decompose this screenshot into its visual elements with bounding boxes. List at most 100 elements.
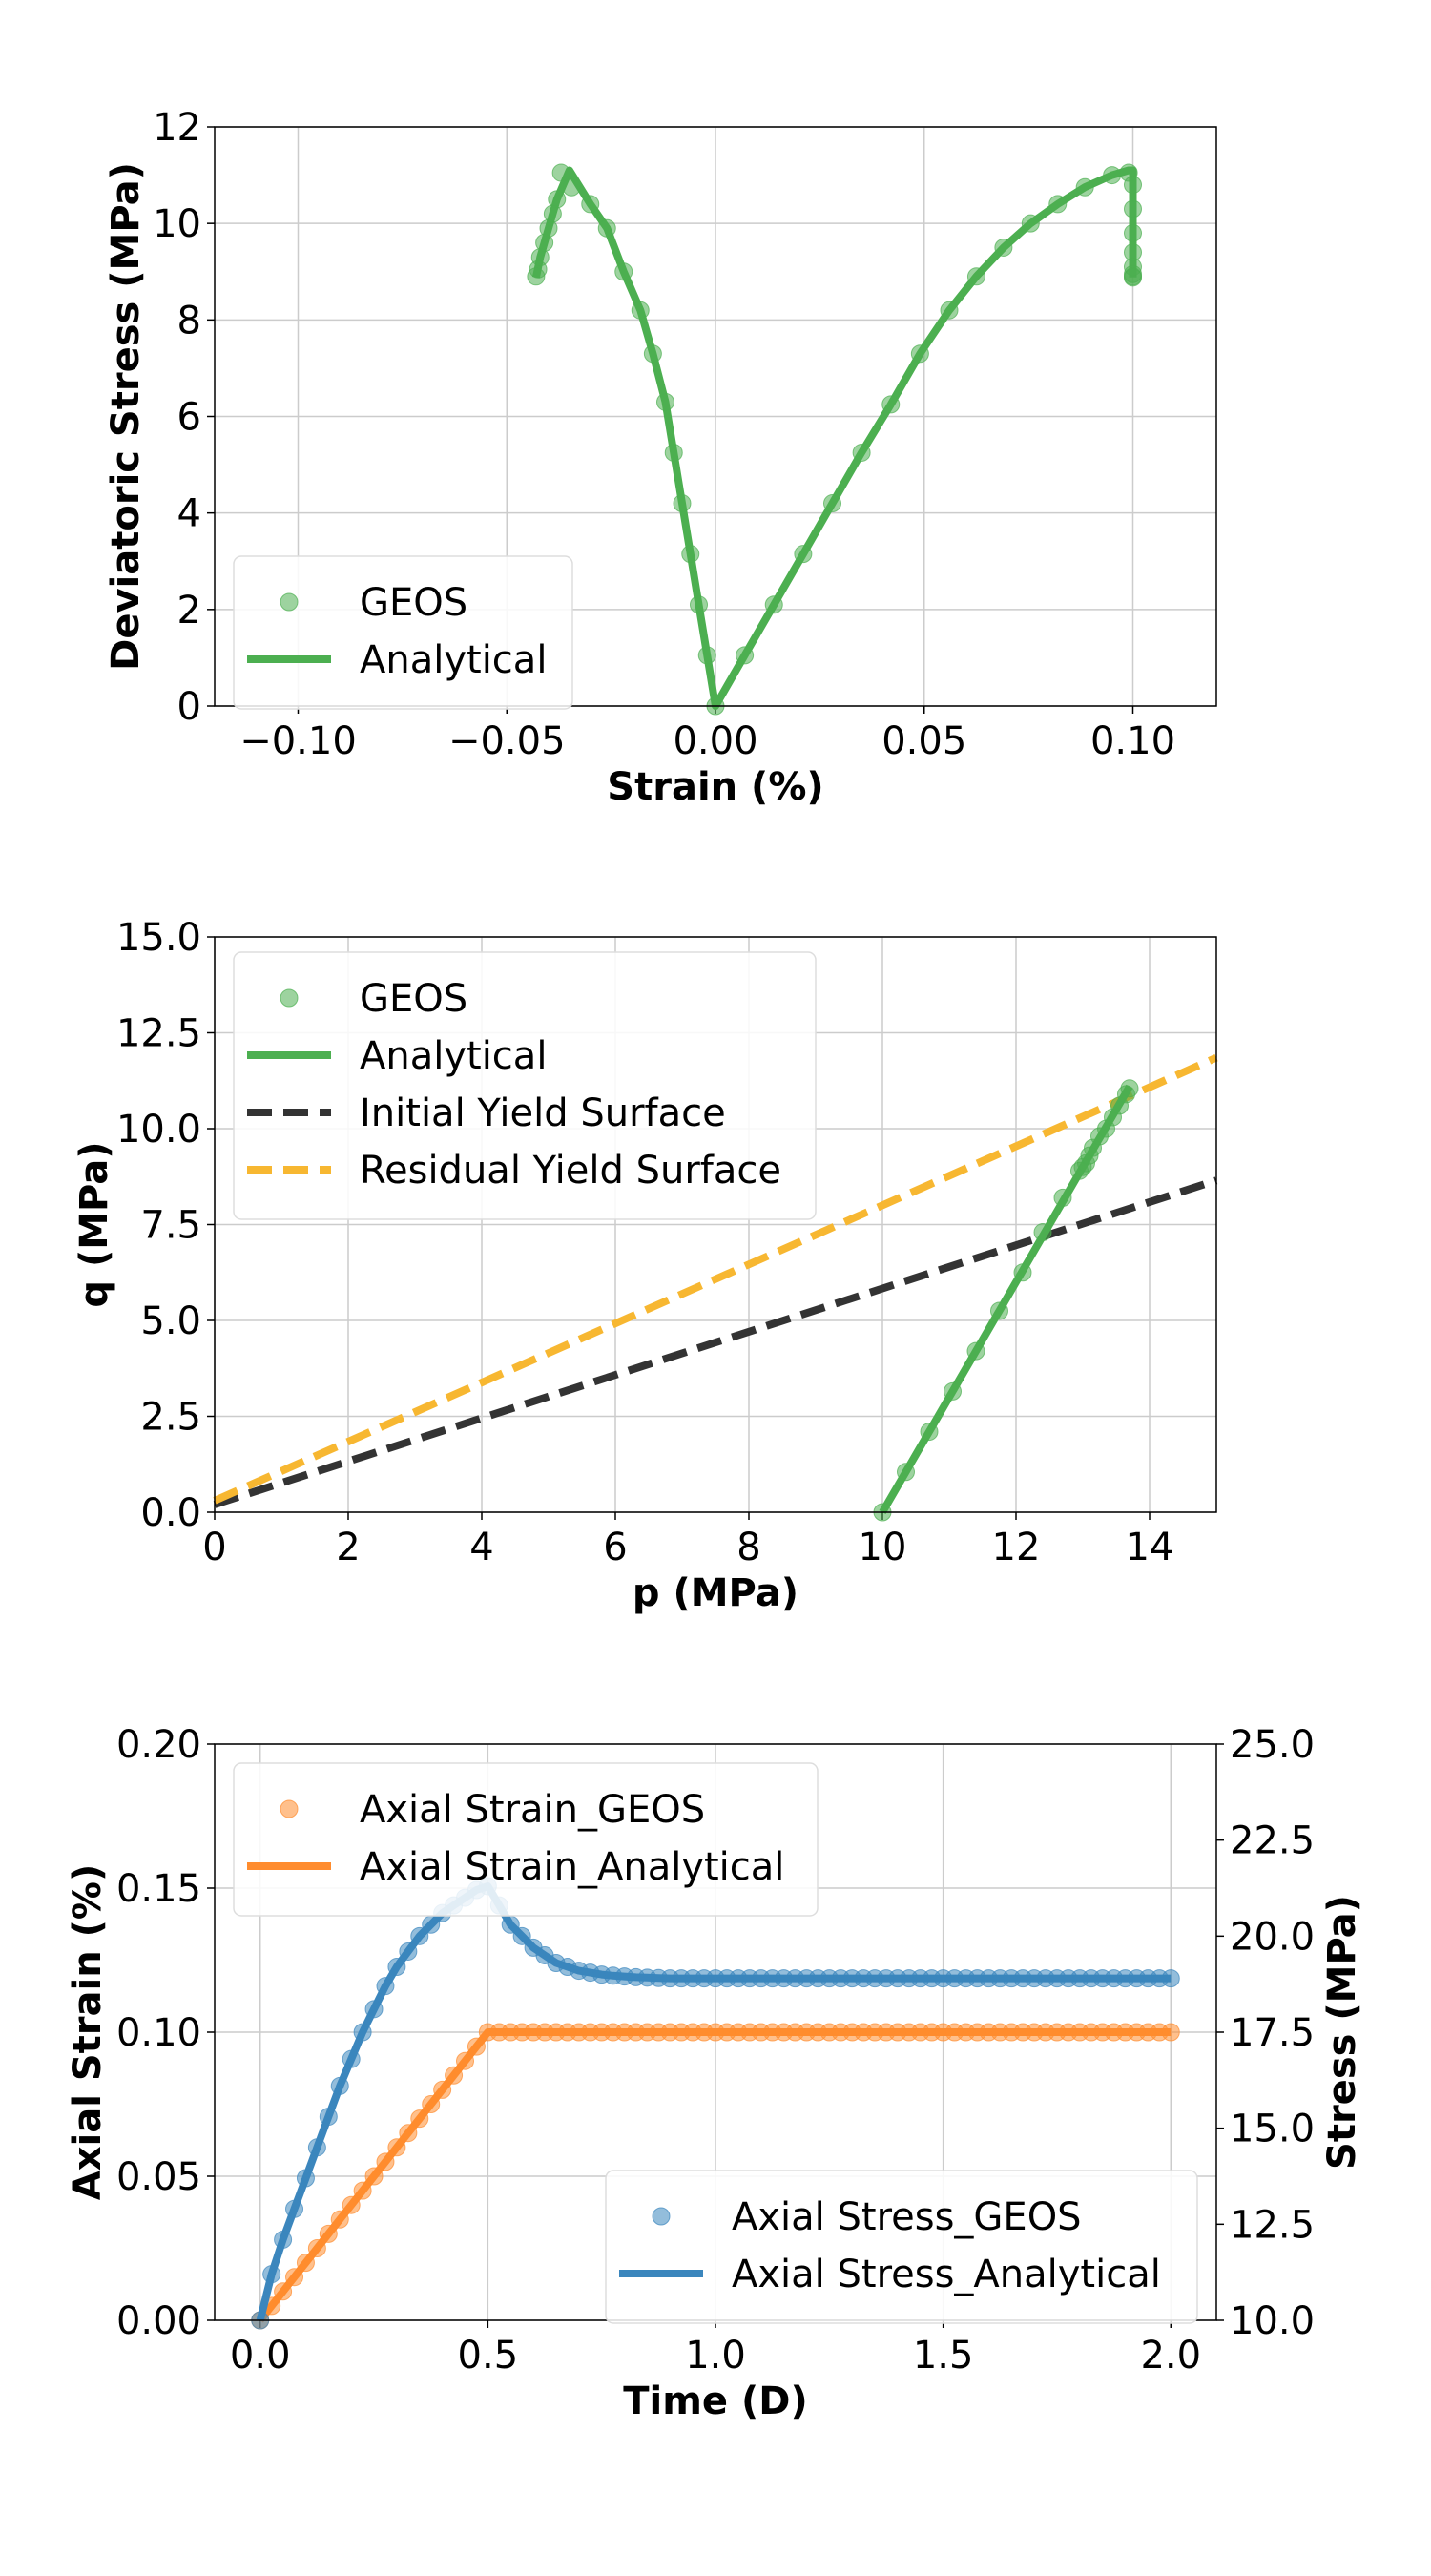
x-tick-label: 10 [859,1526,907,1569]
geos-point [690,595,708,614]
y-tick-label: 10.0 [116,1108,201,1152]
y-tick-label: 4 [177,492,201,536]
axial-stress-geos-point [399,1942,418,1961]
y-tick-label: 0.10 [116,2011,201,2055]
axial-stress-geos-point [296,2169,315,2188]
axial-strain-geos-point [285,2268,304,2287]
y-tick-label: 8 [177,299,201,343]
y-right-tick-label: 20.0 [1230,1915,1315,1959]
y-right-tick-label: 25.0 [1230,1723,1315,1767]
y-tick-label: 6 [177,396,201,440]
x-tick-label: 0.05 [881,719,966,763]
y-tick-label: 7.5 [140,1204,201,1248]
y-right-tick-label: 10.0 [1230,2299,1315,2343]
axial-stress-geos-point [307,2138,326,2157]
legend-box [233,951,817,1220]
y-axis-label: Deviatoric Stress (MPa) [104,162,148,671]
legend-entry-label: Axial Stress_GEOS [732,2195,1082,2239]
axial-stress-geos-point [364,2000,384,2019]
axial-strain-geos-point [274,2282,293,2301]
y-tick-label: 5.0 [140,1299,201,1343]
axial-strain-geos-point [445,2066,464,2085]
legend-entry-label: GEOS [360,977,467,1021]
legend-entry-label: Axial Stress_Analytical [732,2253,1161,2296]
axial-strain-geos-point [319,2224,338,2243]
axial-stress-geos-point [330,2076,349,2095]
geos-point [966,1341,985,1361]
geos-point [681,545,700,564]
legend-box [605,2170,1198,2324]
geos-point [794,545,813,564]
legend-entry-label: Axial Strain_Analytical [360,1845,784,1889]
geos-point [1033,1223,1052,1242]
y-right-tick-label: 15.0 [1230,2108,1315,2151]
geos-point [656,392,674,411]
axial-stress-geos-point [376,1977,395,1996]
axial-strain-geos-point [330,2210,349,2229]
geos-point [1124,223,1142,242]
geos-point [764,595,783,614]
x-tick-label: 6 [603,1526,627,1569]
axial-strain-geos-point [399,2124,418,2143]
y-right-tick-label: 17.5 [1230,2011,1315,2055]
geos-point [823,494,841,513]
geos-point [920,1423,939,1442]
x-tick-label: 0.0 [230,2334,291,2378]
axial-stress-geos-point [262,2265,281,2284]
y-tick-label: 10 [153,202,201,246]
geos-point [1053,1188,1072,1207]
axial-strain-geos-point [296,2254,315,2273]
x-tick-label: 2 [336,1526,360,1569]
geos-point [527,267,546,286]
legend-marker [280,592,299,612]
axial-strain-geos-point [410,2109,429,2129]
axial-stress-geos-point [274,2230,293,2249]
axial-stress-geos-point [410,1926,429,1945]
y-tick-label: 12 [153,106,201,150]
legend-entry-label: GEOS [360,581,467,625]
legend-entry-label: Residual Yield Surface [360,1149,781,1193]
axial-strain-geos-point [433,2080,452,2099]
legend-marker [280,1799,299,1818]
geos-point [643,344,662,364]
x-tick-label: −0.10 [239,719,357,763]
geos-point [1021,214,1040,233]
geos-point [1124,199,1142,218]
geos-point [581,195,600,214]
x-tick-label: 0.10 [1090,719,1175,763]
geos-point [944,1381,962,1401]
initial-yield-surface-line [213,1176,1218,1508]
chart-2: 0 2 4 6 8 10 12 14 0.0 2.5 5.0 7.5 10.0 12.5 15.0 p (MP… [73,916,1218,1615]
geos-point [673,494,692,513]
y-tick-label: 0.20 [116,1723,201,1767]
geos-point [1013,1263,1032,1282]
axial-stress-geos-point [285,2199,304,2218]
geos-point [940,301,959,320]
y-tick-label: 15.0 [116,916,201,960]
x-tick-label: 4 [469,1526,493,1569]
axial-strain-geos-point [353,2181,372,2200]
y-axis-label: q (MPa) [73,1141,116,1307]
geos-point [1048,195,1068,214]
axial-stress-geos-point [353,2023,372,2042]
legend-marker [652,2207,671,2226]
legend-entry-label: Axial Strain_GEOS [360,1788,705,1832]
axial-stress-geos-point [512,1926,531,1945]
x-tick-label: 1.0 [685,2334,746,2378]
plot-frame [214,936,1217,1513]
y-tick-label: 0.05 [116,2155,201,2199]
axial-stress-geos-point [342,2049,361,2068]
geos-point [562,177,581,197]
axial-strain-geos-point [342,2195,361,2214]
geos-point [994,238,1013,257]
geos-point [664,443,683,462]
geos-point [1124,176,1142,195]
x-tick-label: 14 [1126,1526,1174,1569]
geos-point [852,443,871,462]
x-tick-label: 12 [992,1526,1041,1569]
axial-strain-geos-point [1161,2023,1180,2042]
x-axis-label: p (MPa) [633,1571,798,1615]
geos-point [1103,166,1122,185]
y-tick-label: 0.15 [116,1867,201,1911]
